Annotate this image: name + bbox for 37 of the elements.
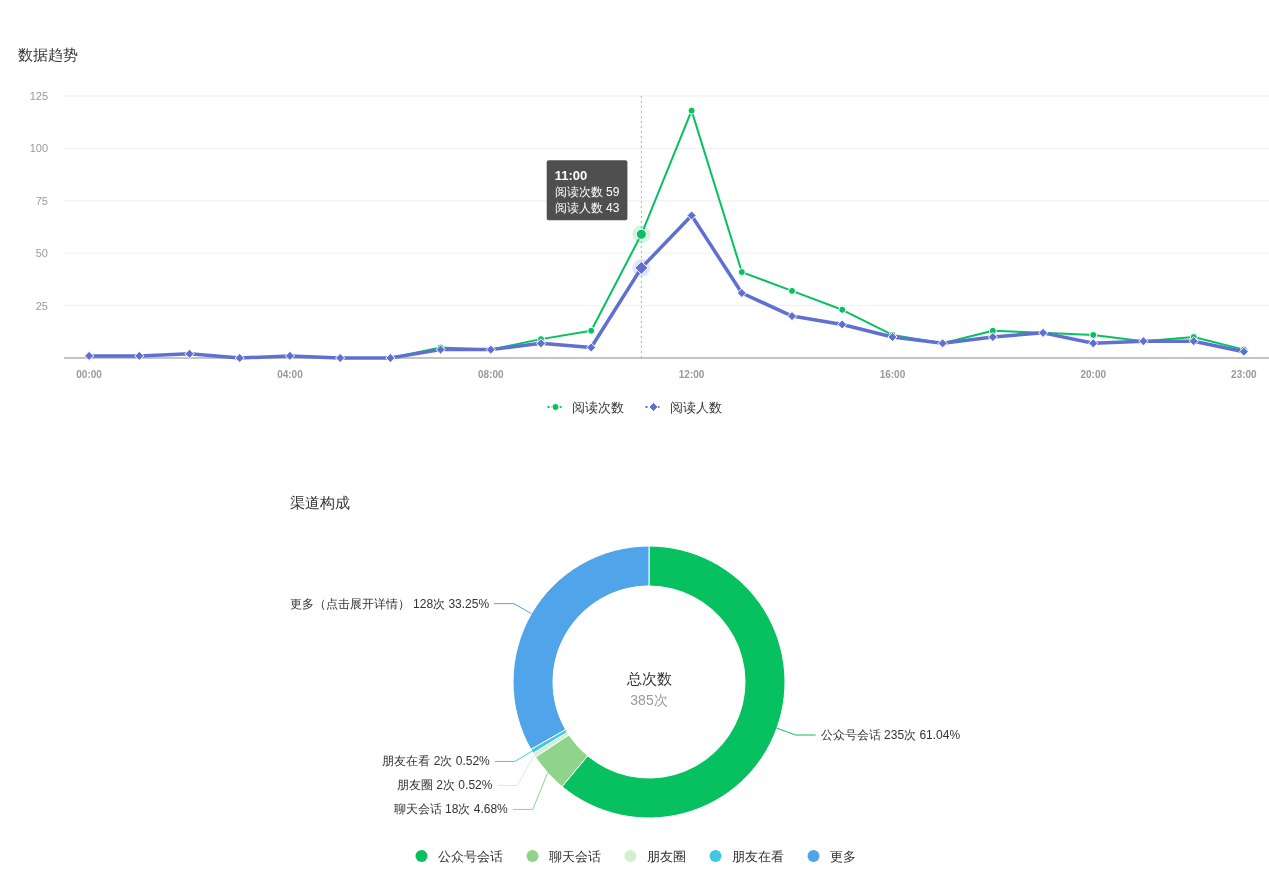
y-tick-label: 50 <box>35 247 48 260</box>
legend-label: 公众号会话 <box>437 848 503 864</box>
x-tick-label: 23:00 <box>1231 369 1258 380</box>
legend-item: 聊天会话 <box>526 848 601 864</box>
data-label: 朋友在看 2次 0.52% <box>382 754 491 769</box>
legend-label: 聊天会话 <box>548 848 601 864</box>
x-tick-label: 08:00 <box>477 369 504 380</box>
legend-item: 公众号会话 <box>415 848 503 864</box>
legend-label: 阅读人数 <box>669 399 722 415</box>
legend-label: 朋友在看 <box>731 848 784 864</box>
y-tick-label: 25 <box>35 299 48 312</box>
legend-item: 朋友在看 <box>709 848 784 864</box>
y-tick-label: 100 <box>29 142 48 155</box>
annotation: 11:00 阅读次数 59 阅读人数 43 <box>554 168 620 216</box>
tooltip: 11:00 阅读次数 59 阅读人数 43 <box>546 160 628 221</box>
x-tick-label: 16:00 <box>879 369 906 380</box>
data-label: 朋友圈 2次 0.52% <box>397 778 493 793</box>
legend-item: 阅读人数 <box>644 399 722 415</box>
x-tick-label: 04:00 <box>277 369 304 380</box>
legend-label: 朋友圈 <box>646 848 686 864</box>
legend-item: 朋友圈 <box>624 848 686 864</box>
data-label: 更多（点击展开详情） 128次 33.25% <box>289 596 490 611</box>
x-tick-label: 20:00 <box>1080 369 1107 380</box>
legend-item: 阅读次数 <box>546 399 624 415</box>
legend-label: 阅读次数 <box>571 399 624 415</box>
x-tick-label: 12:00 <box>678 369 705 380</box>
legend-label: 更多 <box>829 848 856 864</box>
text: 总次数 <box>625 670 672 687</box>
legend-item: 更多 <box>807 848 856 864</box>
text: 385次 <box>630 692 668 708</box>
chart-title: 渠道构成 <box>289 494 350 511</box>
chart-title: 数据趋势 <box>18 46 78 63</box>
x-tick-label: 00:00 <box>76 369 103 380</box>
y-tick-label: 125 <box>29 90 48 102</box>
data-label: 聊天会话 18次 4.68% <box>393 802 509 817</box>
y-tick-label: 75 <box>35 194 48 207</box>
data-label: 公众号会话 235次 61.04% <box>820 728 961 743</box>
